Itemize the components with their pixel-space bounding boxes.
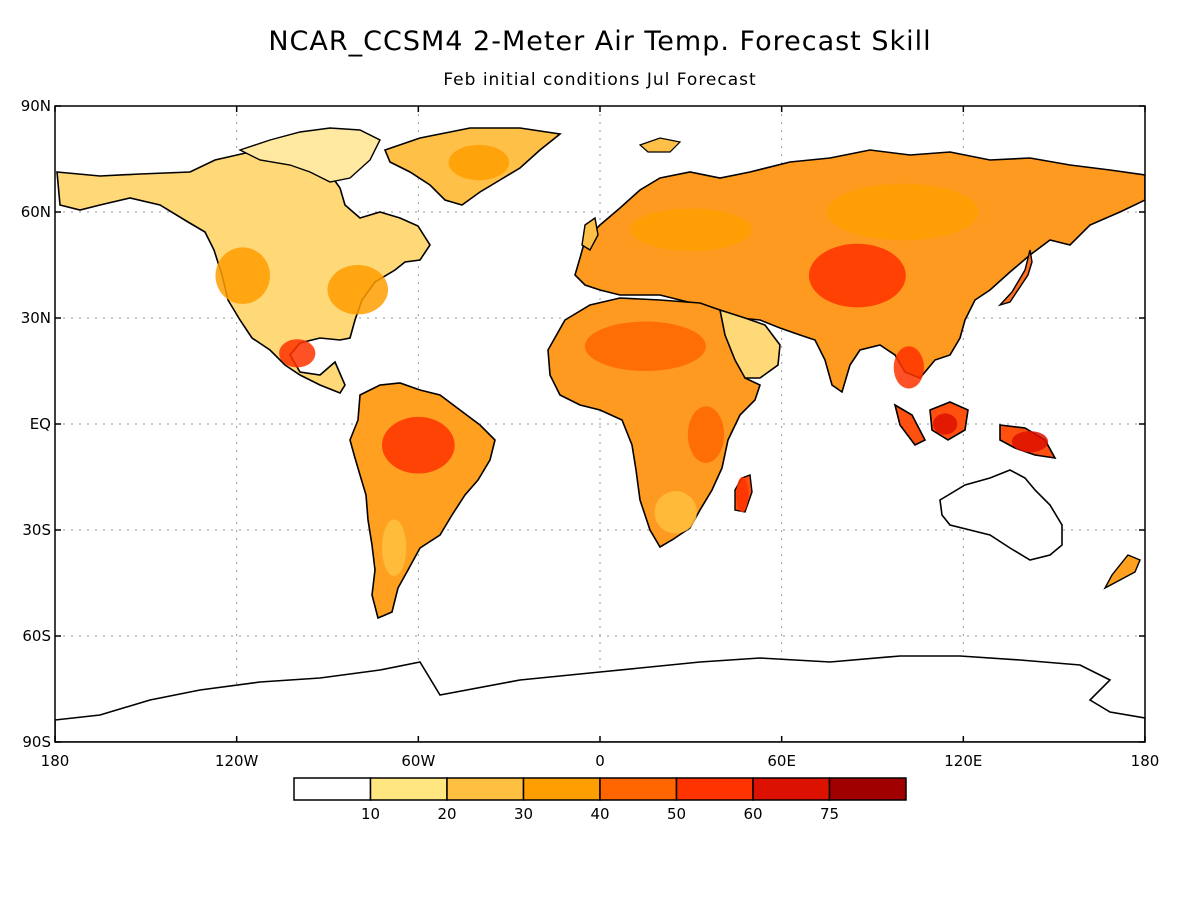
lat-tick-label: 60S (22, 627, 51, 645)
lon-tick-label: 60E (767, 752, 796, 770)
new-zealand-land (1103, 554, 1141, 590)
colorbar-label: 20 (437, 805, 456, 823)
colorbar-swatch (522, 777, 601, 801)
japan-land (997, 249, 1033, 307)
skill-region-amazon (382, 416, 455, 474)
lat-tick-label: 30N (21, 309, 51, 327)
skill-region-borneo (933, 413, 958, 435)
skill-region-mexico (279, 339, 316, 368)
colorbar-label: 30 (514, 805, 533, 823)
skill-region-sahara (584, 321, 706, 371)
colorbar-label: 50 (667, 805, 686, 823)
skill-shading (215, 144, 1049, 576)
australia-land (939, 469, 1063, 561)
lon-tick-label: 120E (944, 752, 982, 770)
skill-region-southern-africa (654, 491, 697, 534)
colorbar-swatch (828, 777, 907, 801)
colorbar: 10 20 30 40 50 60 75 (293, 777, 907, 823)
skill-region-siberia (827, 183, 979, 241)
lat-tick-label: 90N (21, 97, 51, 115)
lat-tick-label: 30S (22, 521, 51, 539)
colorbar-swatch (446, 777, 525, 801)
lon-tick-label: 180 (1131, 752, 1160, 770)
colorbar-swatch (293, 777, 372, 801)
lon-tick-label: 120W (215, 752, 259, 770)
colorbar-label: 75 (820, 805, 839, 823)
map-subtitle: Feb initial conditions Jul Forecast (443, 70, 757, 90)
skill-region-madagascar (736, 477, 749, 513)
arabia-land (718, 308, 781, 379)
svalbard-land (638, 137, 682, 153)
lon-tick-label: 60W (401, 752, 435, 770)
map-title: NCAR_CCSM4 2-Meter Air Temp. Forecast Sk… (268, 26, 932, 57)
skill-region-central-asia (808, 243, 906, 308)
lon-tick-label: 0 (595, 752, 605, 770)
antarctica-land (55, 655, 1145, 742)
skill-region-east-africa (687, 406, 725, 463)
colorbar-swatch (675, 777, 754, 801)
arctic-islands (238, 127, 381, 183)
skill-region-indochina (893, 346, 924, 389)
colorbar-label: 10 (361, 805, 380, 823)
skill-region-north-america-east (327, 265, 389, 315)
colorbar-swatch (369, 777, 448, 801)
colorbar-swatch (752, 777, 831, 801)
lat-tick-label: 90S (22, 733, 51, 751)
colorbar-label: 40 (590, 805, 609, 823)
lat-tick-label: 60N (21, 203, 51, 221)
skill-region-europe (630, 208, 752, 251)
skill-region-north-america-west (215, 247, 270, 304)
lon-tick-label: 180 (41, 752, 70, 770)
lat-tick-label: EQ (30, 415, 51, 433)
skill-region-patagonia (382, 519, 407, 576)
colorbar-swatch (599, 777, 678, 801)
colorbar-label: 60 (743, 805, 762, 823)
uk-land (581, 216, 599, 251)
skill-region-new-guinea (1011, 431, 1049, 453)
skill-region-greenland (448, 144, 510, 181)
